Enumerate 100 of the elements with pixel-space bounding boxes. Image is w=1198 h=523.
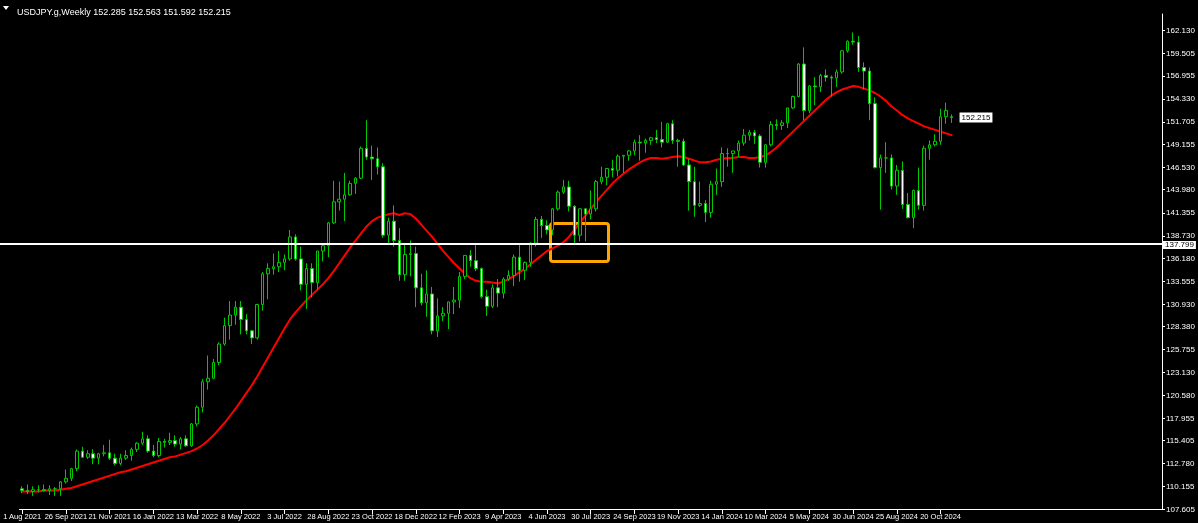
candlestick bbox=[901, 160, 904, 210]
candlestick bbox=[108, 439, 111, 461]
ref-line-label: 137.799 bbox=[1165, 240, 1195, 250]
candlestick bbox=[584, 207, 587, 242]
candlestick bbox=[31, 485, 35, 497]
y-tick-label: 115.405 bbox=[1166, 436, 1195, 446]
candlestick bbox=[42, 483, 46, 492]
candlestick bbox=[97, 452, 100, 465]
candlestick bbox=[786, 107, 789, 129]
candlestick bbox=[873, 96, 877, 169]
candlestick bbox=[830, 74, 833, 98]
candlestick bbox=[206, 354, 210, 391]
y-tick-label: 141.355 bbox=[1166, 208, 1196, 218]
candlestick bbox=[644, 138, 647, 154]
candlestick bbox=[709, 180, 713, 219]
candlestick bbox=[649, 136, 653, 146]
candlestick bbox=[676, 138, 680, 168]
candlestick bbox=[163, 438, 166, 449]
candlestick bbox=[851, 31, 855, 46]
candlestick bbox=[212, 358, 215, 380]
candlestick bbox=[502, 276, 505, 299]
candlestick bbox=[868, 67, 871, 121]
y-tick-label: 123.130 bbox=[1166, 368, 1196, 378]
candlestick bbox=[890, 153, 893, 191]
candlestick bbox=[813, 76, 817, 106]
candlestick bbox=[944, 102, 948, 125]
candlestick bbox=[245, 313, 248, 335]
y-tick-label: 146.530 bbox=[1166, 162, 1196, 172]
candlestick bbox=[359, 146, 363, 180]
candlestick bbox=[928, 139, 931, 161]
candlestick bbox=[715, 167, 718, 196]
candlestick bbox=[239, 300, 243, 335]
candlestick bbox=[113, 453, 117, 466]
candlestick bbox=[223, 317, 226, 347]
candlestick bbox=[75, 448, 79, 472]
candlestick bbox=[616, 153, 620, 177]
candlestick bbox=[775, 118, 778, 131]
candlestick bbox=[135, 441, 139, 453]
candlestick bbox=[124, 449, 128, 461]
candlestick bbox=[737, 139, 740, 158]
line-series bbox=[21, 84, 953, 493]
candlestick bbox=[381, 162, 385, 239]
candlestick bbox=[660, 121, 664, 148]
candlestick bbox=[201, 378, 204, 413]
candlestick bbox=[933, 133, 937, 148]
candlestick bbox=[824, 68, 828, 83]
y-tick-label: 136.180 bbox=[1166, 253, 1196, 263]
candlestick bbox=[567, 180, 571, 212]
candlestick bbox=[496, 278, 500, 308]
candlestick bbox=[452, 286, 456, 315]
candlestick bbox=[343, 172, 346, 222]
candlestick bbox=[731, 150, 735, 174]
candlestick bbox=[769, 120, 773, 148]
candlestick bbox=[299, 246, 303, 291]
candlestick bbox=[835, 68, 838, 88]
candlestick bbox=[846, 39, 849, 54]
candlestick bbox=[179, 436, 182, 450]
candlestick bbox=[64, 469, 68, 485]
candlestick bbox=[81, 446, 84, 459]
candlestick bbox=[726, 147, 729, 168]
candlestick bbox=[458, 271, 461, 309]
candlestick bbox=[447, 301, 450, 330]
candlestick bbox=[758, 133, 762, 169]
candlestick bbox=[141, 431, 144, 446]
candlestick bbox=[551, 207, 554, 236]
candlestick bbox=[102, 444, 106, 457]
candlestick bbox=[753, 129, 756, 145]
y-tick-label: 159.505 bbox=[1166, 48, 1196, 58]
candlestick bbox=[48, 484, 51, 496]
candlestick bbox=[682, 138, 685, 167]
candlestick bbox=[157, 437, 161, 458]
y-tick-label: 130.930 bbox=[1166, 299, 1196, 309]
candlestick bbox=[589, 189, 592, 220]
candlestick bbox=[633, 139, 636, 156]
candlestick bbox=[305, 262, 308, 310]
candlestick bbox=[266, 262, 270, 300]
candlestick bbox=[321, 244, 325, 263]
candlestick bbox=[950, 113, 953, 124]
candlestick bbox=[480, 267, 483, 299]
candlestick bbox=[387, 217, 390, 246]
candlestick bbox=[687, 158, 691, 212]
candlestick bbox=[261, 271, 264, 312]
candlestick bbox=[534, 216, 538, 248]
candlestick bbox=[791, 95, 795, 110]
candlestick bbox=[277, 250, 281, 273]
candlestick bbox=[529, 241, 532, 268]
y-tick-label: 156.955 bbox=[1166, 71, 1196, 81]
candlestick bbox=[425, 269, 428, 318]
y-tick-label: 138.730 bbox=[1166, 231, 1196, 241]
candlestick bbox=[748, 129, 751, 141]
candlestick bbox=[20, 485, 24, 494]
candlestick bbox=[939, 108, 942, 146]
candlestick bbox=[469, 249, 472, 268]
y-tick-label: 120.580 bbox=[1166, 390, 1196, 400]
candlestick bbox=[152, 444, 155, 458]
candlestick bbox=[906, 192, 910, 220]
candlestick bbox=[288, 229, 292, 262]
candlestick bbox=[119, 453, 122, 466]
candlestick bbox=[512, 254, 516, 287]
candlestick bbox=[184, 434, 188, 448]
